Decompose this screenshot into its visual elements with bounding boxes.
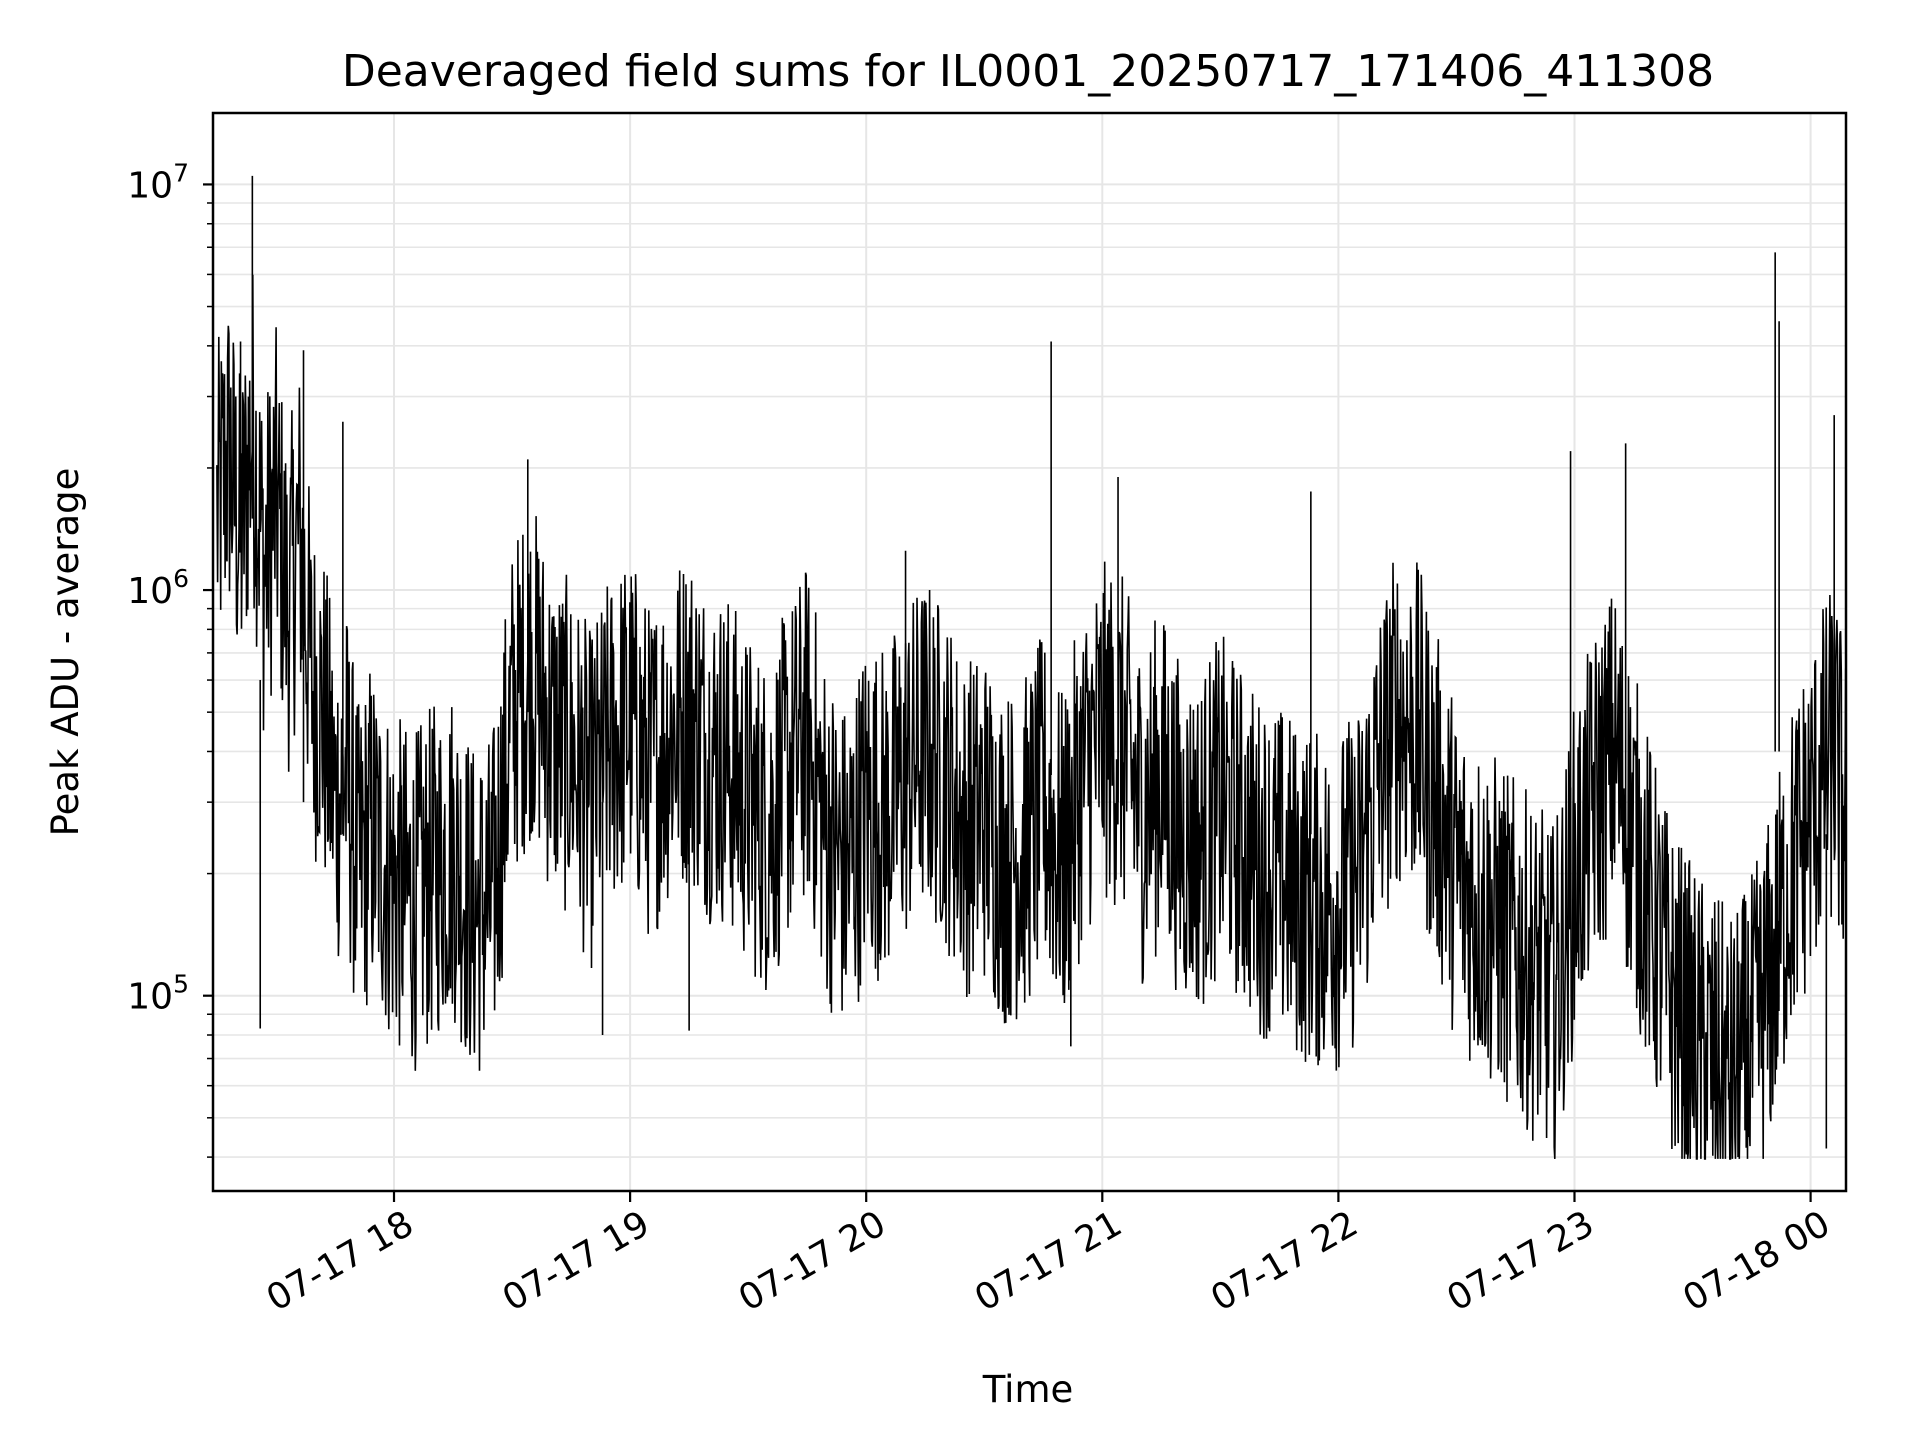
x-axis-ticks: 07-17 18 07-17 19 07-17 20 07-17 21 07-17 22… (260, 1191, 1837, 1320)
x-tick-label: 07-17 18 (260, 1203, 421, 1319)
x-tick-label: 07-17 19 (496, 1203, 657, 1319)
x-axis-label: Time (982, 1368, 1074, 1411)
grid (213, 113, 1846, 1191)
chart-title: Deaveraged field sums for IL0001_2025071… (342, 46, 1714, 97)
spikes (239, 175, 1835, 1149)
x-tick-label: 07-17 20 (732, 1203, 893, 1319)
x-tick-label: 07-17 22 (1204, 1203, 1365, 1319)
y-tick-label: 106 (127, 564, 189, 612)
series-line (216, 274, 1847, 1160)
y-tick-label: 105 (127, 970, 189, 1018)
plot-frame (211, 111, 1848, 1193)
x-tick-label: 07-17 23 (1440, 1203, 1601, 1319)
x-tick-label: 07-17 21 (968, 1203, 1129, 1319)
y-tick-label: 107 (127, 158, 189, 206)
y-axis-label: Peak ADU - average (44, 468, 87, 837)
x-tick-label: 07-18 00 (1676, 1203, 1837, 1319)
y-axis-ticks: 105 106 107 (127, 158, 213, 1158)
